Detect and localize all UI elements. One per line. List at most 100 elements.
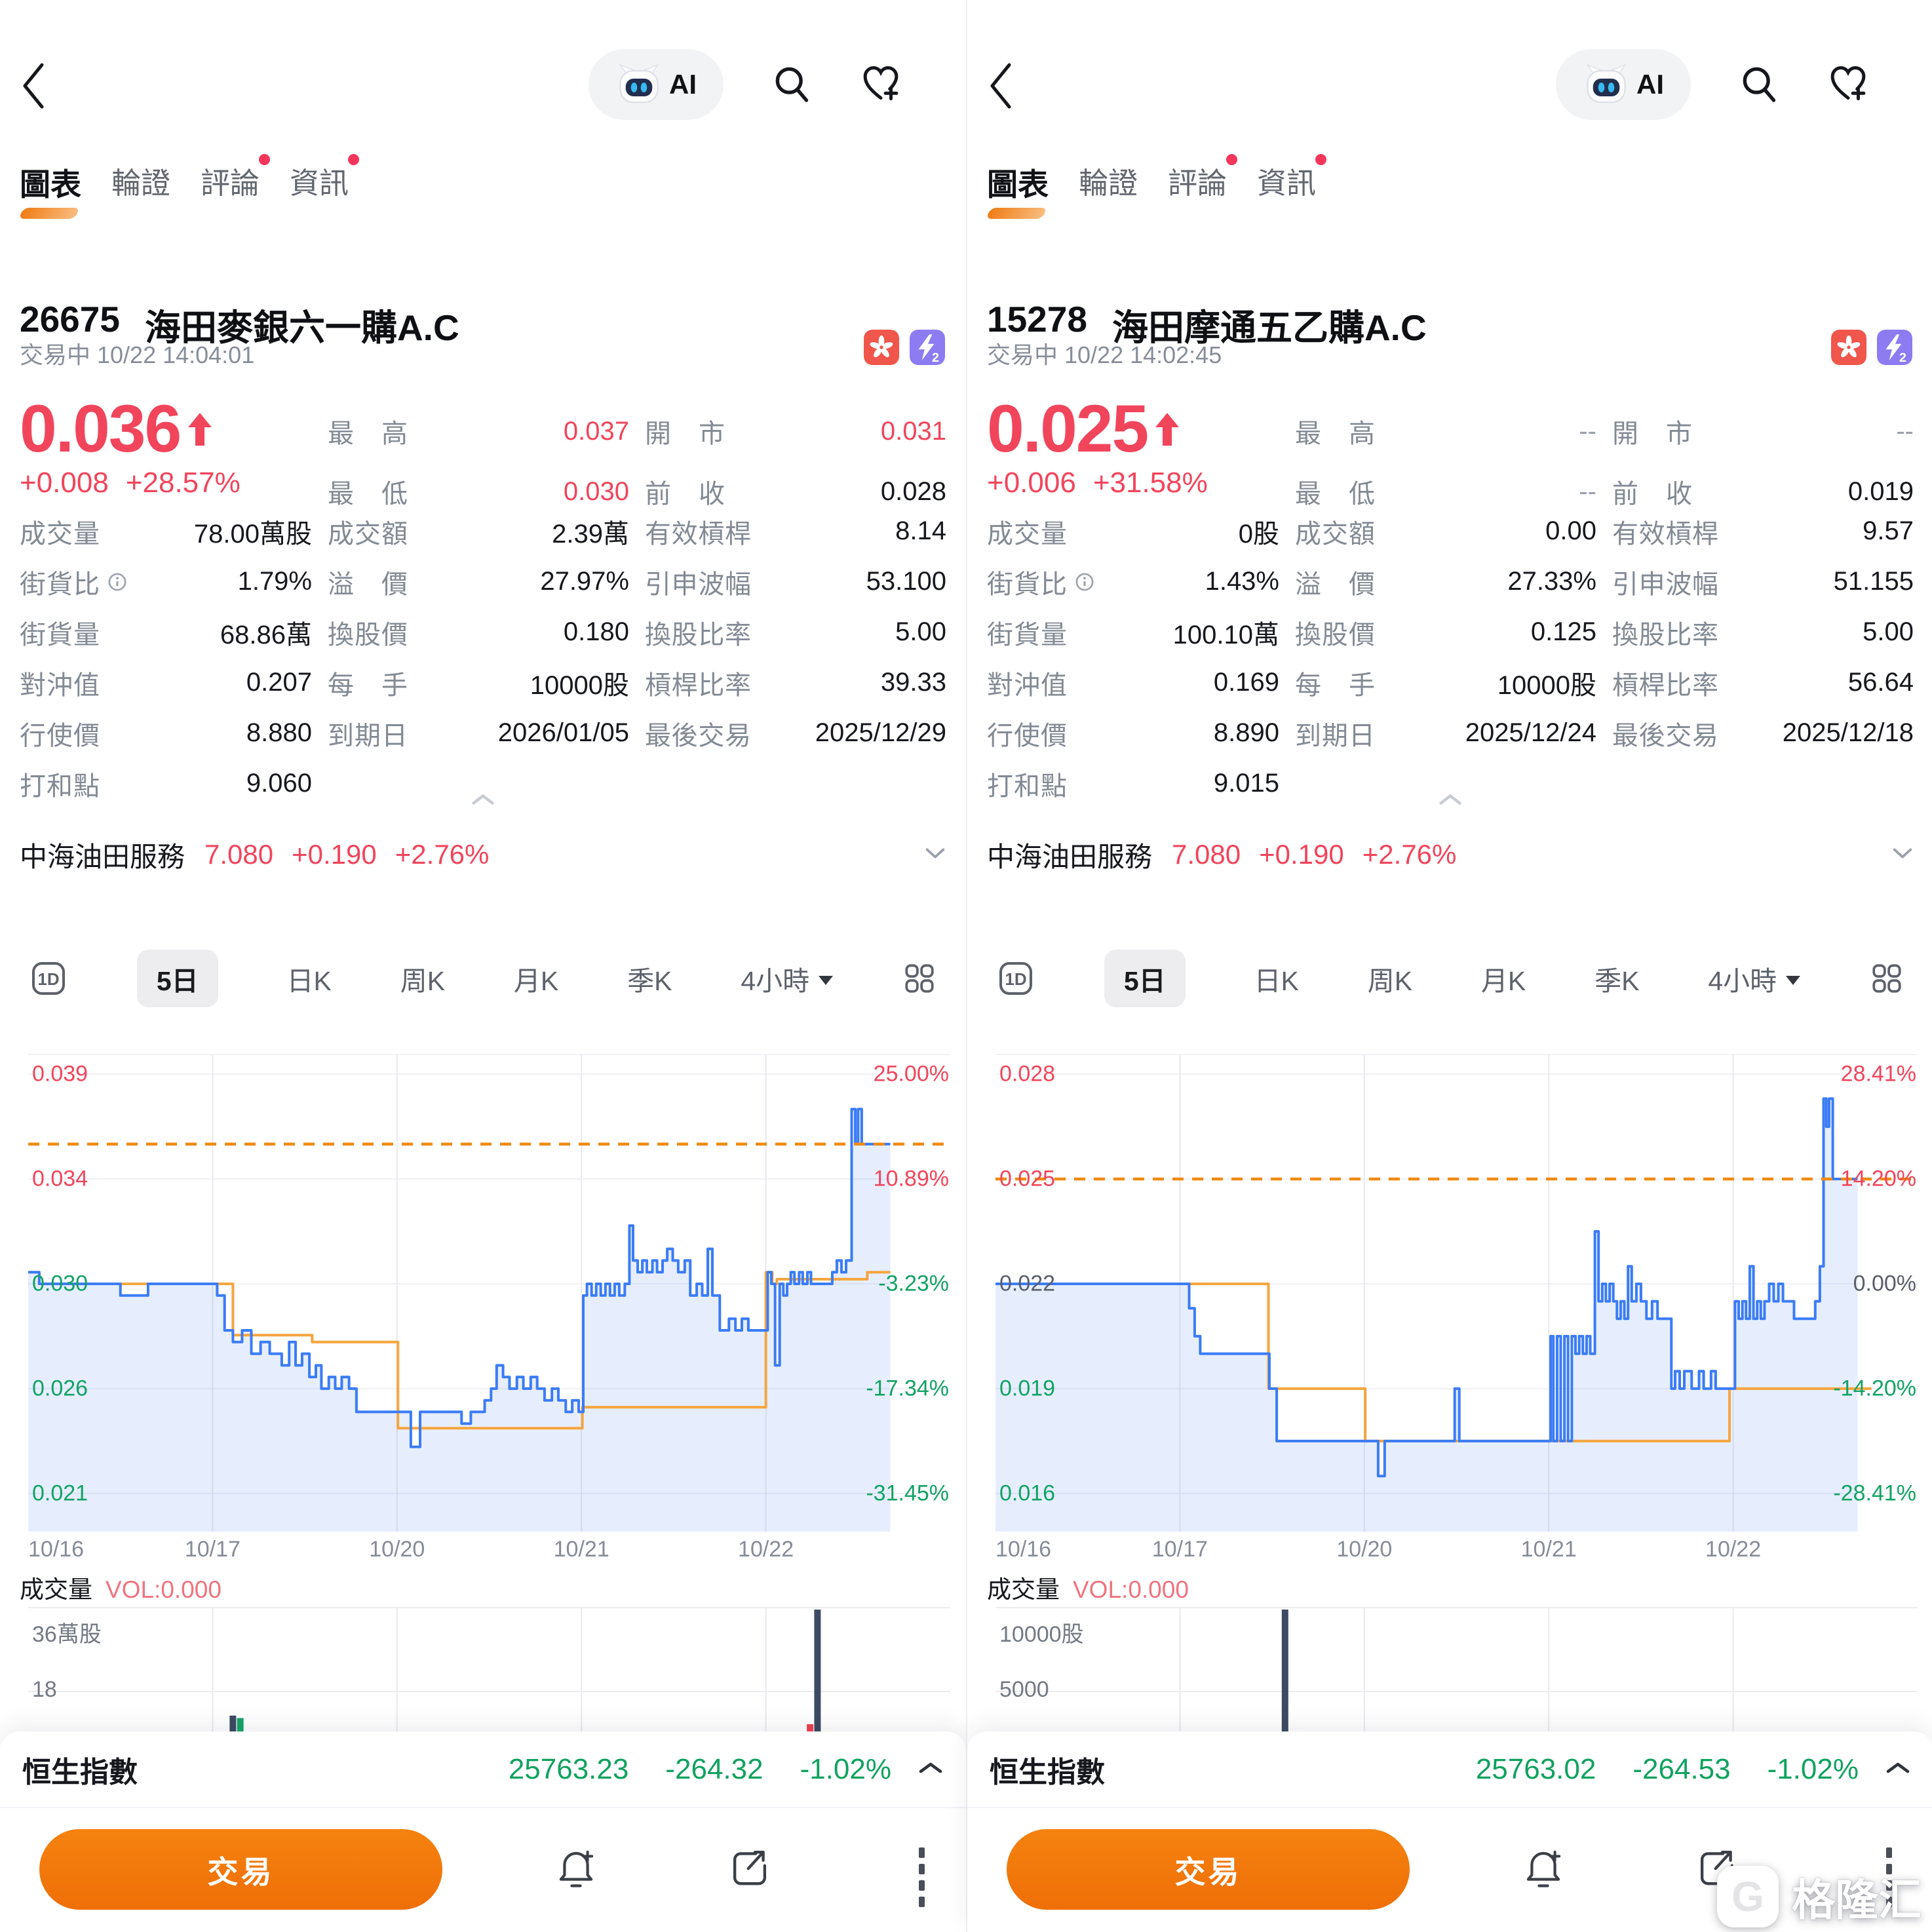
quote-label: 換股比率 — [645, 620, 751, 649]
quote-label: 成交量 — [987, 519, 1067, 549]
tab-comments[interactable]: 評論 — [201, 154, 271, 216]
section-tabs: 圖表 輪證 評論 資訊 — [987, 154, 1327, 216]
quote-label: 最低 — [328, 480, 408, 509]
underlying-price: 7.080 — [204, 839, 274, 870]
period-quarterly-k[interactable]: 季K — [627, 966, 672, 996]
volume-chart-canvas: 36萬股 18 — [28, 1607, 950, 1733]
underlying-percent: +2.76% — [395, 839, 490, 870]
hsi-index-row[interactable]: 恒生指數 25763.02 -264.53 -1.02% — [967, 1731, 1932, 1807]
search-icon[interactable] — [772, 64, 813, 104]
quote-value: 0.125 — [1530, 617, 1596, 646]
ai-assistant-button[interactable]: AI — [589, 49, 724, 120]
underlying-stock-row[interactable]: 中海油田服務 7.080 +0.190 +2.76% — [987, 827, 1914, 882]
volume-bar — [237, 1718, 244, 1731]
share-icon[interactable] — [1697, 1846, 1737, 1888]
period-1d-icon[interactable]: 1D — [29, 959, 68, 998]
quote-label: 前收 — [645, 480, 725, 509]
quote-value: 0股 — [1238, 519, 1279, 549]
period-4hour-dropdown[interactable]: 4小時 — [741, 959, 834, 998]
period-5day[interactable]: 5日 — [1104, 950, 1186, 1007]
y-axis-percent-label: 28.41% — [1840, 1061, 1916, 1087]
hsi-index-row[interactable]: 恒生指數 25763.23 -264.32 -1.02% — [0, 1731, 966, 1807]
stock-code: 15278 — [987, 298, 1087, 339]
price-change: +0.008 +28.57% — [20, 467, 241, 499]
y-axis-percent-label: -31.45% — [866, 1480, 949, 1506]
tab-comments[interactable]: 評論 — [1168, 154, 1238, 216]
y-axis-percent-label: 25.00% — [873, 1061, 949, 1087]
volume-title: 成交量 — [987, 1576, 1060, 1603]
back-icon[interactable] — [18, 61, 48, 111]
period-daily-k[interactable]: 日K — [1254, 966, 1299, 996]
up-arrow-icon — [1155, 412, 1180, 446]
period-daily-k[interactable]: 日K — [286, 966, 332, 996]
share-icon[interactable] — [730, 1846, 769, 1888]
change-value: +0.006 — [987, 467, 1076, 499]
tab-chart[interactable]: 圖表 — [20, 159, 81, 216]
x-axis-date-label: 10/20 — [1336, 1537, 1393, 1562]
quote-label: 成交量 — [20, 519, 100, 549]
tab-chart[interactable]: 圖表 — [987, 159, 1049, 216]
chart-settings-grid-icon[interactable] — [1869, 961, 1904, 996]
more-menu-icon[interactable] — [919, 1847, 925, 1907]
tab-warrants[interactable]: 輪證 — [111, 159, 170, 216]
chevron-up-icon[interactable] — [1885, 1760, 1911, 1778]
period-quarterly-k[interactable]: 季K — [1594, 966, 1640, 996]
quote-value: 2025/12/18 — [1782, 718, 1914, 747]
trade-button[interactable]: 交易 — [39, 1829, 442, 1910]
price-alert-bell-icon[interactable] — [1523, 1846, 1564, 1889]
notification-dot — [348, 154, 360, 165]
period-monthly-k[interactable]: 月K — [513, 966, 559, 996]
underlying-name: 中海油田服務 — [987, 841, 1153, 872]
underlying-change: +0.190 — [1259, 839, 1344, 870]
bottom-sheet: 恒生指數 25763.23 -264.32 -1.02% 交易 — [0, 1731, 966, 1932]
chevron-down-icon[interactable] — [924, 847, 946, 862]
tab-news[interactable]: 資訊 — [1257, 154, 1327, 216]
robot-icon — [1586, 64, 1627, 104]
chevron-up-icon[interactable] — [918, 1760, 944, 1778]
trade-button-label: 交易 — [1174, 1855, 1242, 1889]
period-1d-icon[interactable]: 1D — [996, 959, 1035, 998]
change-percent: +28.57% — [125, 467, 241, 499]
period-weekly-k[interactable]: 周K — [400, 966, 446, 996]
period-weekly-k[interactable]: 周K — [1367, 966, 1413, 996]
price-chart-canvas[interactable]: 0.028 0.025 0.022 0.019 0.016 28.41% 14.20% 0.0… — [995, 1054, 1918, 1532]
quote-value: -- — [1579, 476, 1596, 506]
underlying-stock-row[interactable]: 中海油田服務 7.080 +0.190 +2.76% — [20, 827, 946, 882]
search-icon[interactable] — [1739, 64, 1780, 104]
chevron-down-icon[interactable] — [1891, 847, 1914, 862]
add-to-watchlist-icon[interactable] — [860, 64, 902, 104]
back-icon[interactable] — [986, 61, 1016, 111]
tab-label: 評論 — [201, 166, 260, 200]
add-to-watchlist-icon[interactable] — [1827, 64, 1869, 104]
index-name: 恒生指數 — [22, 1756, 138, 1788]
quote-value: 10000股 — [1497, 670, 1596, 700]
collapse-chevron[interactable] — [0, 793, 966, 806]
ai-assistant-button[interactable]: AI — [1556, 49, 1691, 120]
quote-value: 27.33% — [1507, 567, 1596, 596]
quote-label: 溢價 — [328, 570, 408, 599]
tab-warrants[interactable]: 輪證 — [1079, 159, 1138, 216]
more-menu-icon[interactable] — [1886, 1847, 1892, 1907]
y-axis-price-label: 0.022 — [999, 1271, 1056, 1296]
up-arrow-icon — [188, 412, 212, 446]
period-monthly-k[interactable]: 月K — [1480, 966, 1526, 996]
x-axis-date-label: 10/21 — [1520, 1537, 1577, 1562]
period-4hour-dropdown[interactable]: 4小時 — [1708, 959, 1801, 998]
quote-value: 2.39萬 — [552, 519, 629, 549]
quote-value: 39.33 — [880, 668, 946, 697]
last-price: 0.036 — [20, 391, 214, 467]
volume-axis-label: 5000 — [999, 1677, 1049, 1702]
trade-button[interactable]: 交易 — [1007, 1829, 1410, 1910]
price-chart-canvas[interactable]: 0.039 0.034 0.030 0.026 0.021 25.00% 10.89% -3.… — [28, 1054, 950, 1532]
period-5day[interactable]: 5日 — [136, 950, 218, 1007]
info-icon[interactable] — [1075, 572, 1094, 592]
collapse-chevron[interactable] — [967, 793, 1932, 806]
chart-settings-grid-icon[interactable] — [902, 961, 937, 996]
chart-period-toolbar: 1D 5日 日K 周K 月K 季K 4小時 — [20, 942, 946, 1014]
info-icon[interactable] — [107, 572, 127, 592]
price-alert-bell-icon[interactable] — [556, 1846, 596, 1889]
tab-news[interactable]: 資訊 — [290, 154, 360, 216]
y-axis-percent-label: -17.34% — [866, 1376, 949, 1401]
top-bar: AI — [0, 49, 966, 128]
quote-value: 27.97% — [540, 567, 629, 596]
